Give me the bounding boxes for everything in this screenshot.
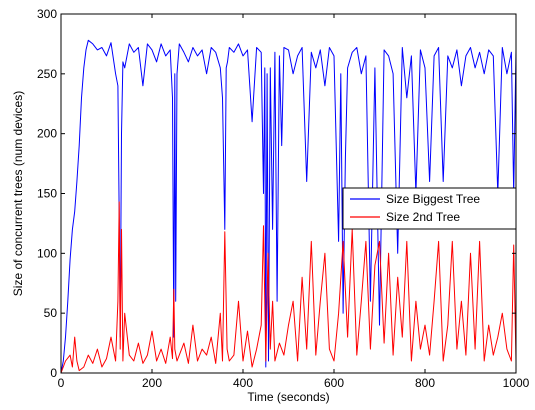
x-tick-label: 0 [58, 376, 65, 390]
y-tick-label: 50 [44, 306, 58, 320]
x-tick-label: 600 [324, 376, 344, 390]
legend: Size Biggest Tree Size 2nd Tree [342, 187, 517, 230]
y-tick-label: 0 [50, 366, 57, 380]
y-tick-label: 150 [37, 187, 57, 201]
x-tick-label: 1000 [503, 376, 530, 390]
legend-box [342, 187, 517, 230]
y-tick-label: 200 [37, 127, 57, 141]
y-tick-label: 300 [37, 7, 57, 21]
series-line-2nd-tree [61, 201, 516, 373]
y-axis-label: Size of concurrent trees (num devices) [11, 91, 25, 296]
x-tick-label: 200 [142, 376, 162, 390]
series-layer [61, 39, 516, 373]
ticks-layer: 0 200 400 600 800 1000 0 50 100 150 200 250 300 [37, 7, 530, 390]
y-tick-label: 100 [37, 246, 57, 260]
legend-label-2nd-tree: Size 2nd Tree [386, 210, 460, 224]
x-axis-label: Time (seconds) [247, 390, 329, 404]
x-tick-label: 400 [233, 376, 253, 390]
legend-label-biggest-tree: Size Biggest Tree [386, 192, 480, 206]
x-tick-label: 800 [415, 376, 435, 390]
y-tick-label: 250 [37, 67, 57, 81]
